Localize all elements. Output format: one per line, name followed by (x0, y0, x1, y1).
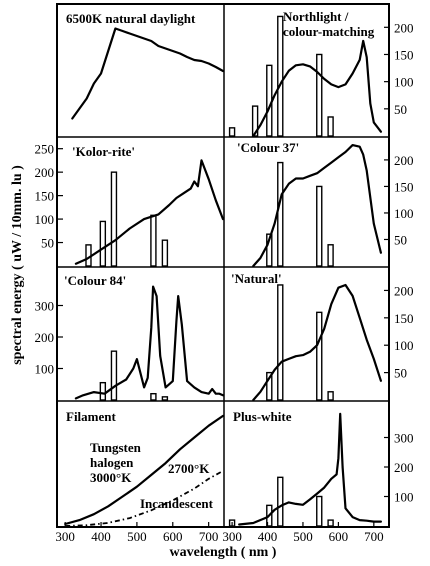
panel-row2-right: 'Colour 37' 50 100 150 200 (237, 140, 414, 268)
y-tick-label: 250 (35, 142, 55, 157)
y-tick-label: 300 (394, 431, 414, 446)
spectrum-line (74, 285, 225, 400)
emission-bar (251, 105, 259, 137)
y-tick-label: 50 (394, 232, 407, 247)
y-tick-label: 150 (394, 311, 414, 326)
x-tick-label: 400 (91, 529, 111, 544)
y-tick-label: 100 (394, 338, 414, 353)
emission-bar (266, 233, 273, 267)
panel-row3-right: 'Natural' 50 100 150 200 (231, 271, 414, 402)
panel-row1-right: Northlight /colour-matching 50 100 150 200 (228, 9, 414, 138)
y-tick-label: 50 (394, 366, 407, 381)
y-tick-label: 200 (394, 460, 414, 475)
emission-bar (277, 15, 284, 137)
emission-bar (327, 244, 334, 267)
x-axis: 300 400 500 600 700 300 400 500 600 700 (55, 522, 384, 544)
emission-bar (316, 495, 323, 527)
x-axis-label: wavelength ( nm ) (170, 545, 277, 560)
annotation: Incandescent (140, 496, 214, 511)
emission-bar (327, 519, 334, 527)
spectrum-line (74, 159, 225, 265)
panel-title: 'Colour 37' (237, 140, 299, 155)
spectrum-line (238, 412, 382, 526)
x-tick-label: 500 (293, 529, 313, 544)
emission-bar (277, 476, 284, 527)
y-axis-label: spectral energy ( uW / 10mm. lu ) (10, 165, 25, 365)
emission-bar (316, 185, 323, 267)
panel-title: colour-matching (283, 24, 375, 39)
panel-title: Filament (66, 409, 116, 424)
emission-bar (228, 127, 236, 137)
y-tick-label: 150 (35, 189, 55, 204)
y-tick-label: 200 (394, 283, 414, 298)
panel-row3-left: 'Colour 84' 100 200 300 (35, 273, 225, 401)
emission-bar (327, 391, 334, 401)
y-tick-label: 100 (35, 212, 55, 227)
panel-title: Plus-white (233, 409, 292, 424)
spectrum-line (71, 27, 225, 120)
emission-bar (99, 381, 107, 401)
y-tick-label: 200 (394, 20, 414, 35)
series-line (65, 470, 224, 527)
panel-row2-left: 'Kolor-rite' 50 100 150 200 250 (35, 142, 225, 267)
annotation: 3000°K (90, 470, 132, 485)
y-tick-label: 300 (35, 299, 55, 314)
y-tick-label: 200 (394, 153, 414, 168)
y-tick-label: 50 (394, 102, 407, 117)
emission-bar (150, 214, 157, 267)
emission-bar (110, 171, 118, 267)
emission-bar (150, 393, 157, 401)
x-tick-label: 600 (329, 529, 349, 544)
y-tick-label: 200 (35, 165, 55, 180)
annotation: Tungsten (90, 440, 142, 455)
panel-title: 'Kolor-rite' (72, 144, 135, 159)
annotation: halogen (90, 455, 134, 470)
emission-bar (316, 53, 323, 137)
y-tick-label: 150 (394, 47, 414, 62)
x-tick-label: 300 (55, 529, 75, 544)
emission-bar (327, 116, 334, 137)
panel-title: 6500K natural daylight (66, 11, 196, 26)
figure-frame (56, 3, 390, 528)
panel-row1-left: 6500K natural daylight (66, 11, 225, 120)
y-tick-label: 100 (394, 490, 414, 505)
panel-title: 'Natural' (231, 271, 282, 286)
y-tick-label: 100 (394, 206, 414, 221)
y-tick-label: 150 (394, 179, 414, 194)
spectrum-line (252, 283, 382, 402)
y-tick-label: 100 (35, 362, 55, 377)
x-tick-label: 500 (127, 529, 147, 544)
emission-bar (266, 371, 273, 401)
panel-row4-right: Plus-white 100 200 300 (228, 409, 414, 527)
y-tick-label: 50 (41, 236, 54, 251)
y-tick-label: 100 (394, 75, 414, 90)
x-tick-label: 700 (199, 529, 219, 544)
series-line (64, 414, 225, 526)
x-tick-label: 400 (258, 529, 278, 544)
emission-bar (161, 239, 169, 267)
emission-bar (161, 396, 169, 401)
panel-title: 'Colour 84' (64, 273, 126, 288)
spectrum-line (252, 144, 382, 268)
x-tick-label: 700 (364, 529, 384, 544)
x-tick-label: 600 (163, 529, 183, 544)
emission-bar (316, 311, 323, 401)
emission-bar (277, 161, 284, 267)
spectrum-line (252, 39, 382, 138)
emission-bar (277, 284, 284, 401)
panel-title: Northlight / (283, 9, 349, 24)
x-tick-label: 300 (222, 529, 242, 544)
emission-bar (99, 220, 107, 267)
y-tick-label: 200 (35, 330, 55, 345)
annotation: 2700°K (168, 461, 210, 476)
emission-bar (110, 350, 118, 401)
panels-layer: 6500K natural daylight Northlight /colour… (35, 9, 414, 527)
